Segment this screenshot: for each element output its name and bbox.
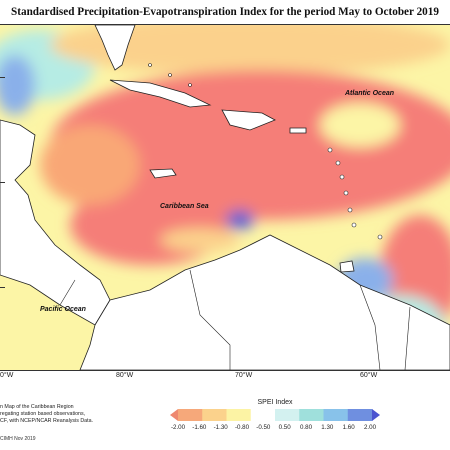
note-line-3: CF, with NCEP/NCAR Reanalysis Data. [0, 418, 94, 424]
legend-cell [299, 409, 324, 421]
island [148, 63, 152, 67]
land-florida [94, 25, 136, 71]
atlantic-label: Atlantic Ocean [344, 90, 394, 97]
land-trinidad [339, 260, 355, 273]
island [343, 190, 349, 196]
legend-tick-label: -0.50 [256, 424, 271, 431]
island [327, 147, 333, 153]
near-normal-atlantic [320, 103, 400, 147]
island [351, 222, 357, 228]
note-line-1: n Map of the Caribbean Region [0, 404, 74, 410]
caribbean-label: Caribbean Sea [160, 203, 209, 210]
legend-tick-label: 0.50 [278, 424, 291, 431]
island [188, 83, 192, 87]
land-central-america [0, 119, 111, 326]
border-venezuela-guyana [359, 284, 381, 370]
legend-tick-label: -1.30 [213, 424, 228, 431]
island [347, 207, 353, 213]
lat-tick [0, 182, 5, 183]
lon-label-70w: 70°W [235, 372, 253, 379]
land-puerto-rico [289, 127, 307, 134]
credit: CIMH Nov 2019 [0, 436, 36, 442]
map-title: Standardised Precipitation-Evapotranspir… [11, 6, 439, 18]
legend-tick-label: -2.00 [170, 424, 186, 431]
legend-cell [347, 409, 373, 421]
legend-cell [226, 409, 252, 421]
lon-label-90w: 0°W [0, 372, 14, 379]
lesser-antilles [148, 63, 383, 240]
lon-label-60w: 60°W [360, 372, 378, 379]
legend-cell [250, 409, 276, 421]
spei-map: Atlantic Ocean Caribbean Sea Pacific Oce… [0, 24, 450, 371]
very-wet-region-gulf [0, 55, 35, 115]
land-cuba [109, 79, 212, 108]
legend-tick-label: 1.60 [342, 424, 355, 431]
legend-cell [170, 409, 178, 421]
legend-title: SPEI Index [257, 399, 293, 406]
lat-tick [0, 77, 5, 78]
island-barbados [377, 234, 383, 240]
land-hispaniola [221, 109, 276, 131]
legend-colorbar [170, 409, 380, 421]
note-line-2: regating station based observations, [0, 411, 86, 417]
mild-dry-coast [160, 228, 240, 252]
island [168, 73, 172, 77]
borders [59, 269, 411, 370]
map-canvas: Atlantic Ocean Caribbean Sea Pacific Oce… [0, 25, 450, 370]
legend-cell [323, 409, 349, 421]
extreme-wet-spot [226, 210, 254, 230]
legend-cell [202, 409, 227, 421]
border-guyana-suriname [404, 306, 411, 370]
legend-cell [372, 409, 380, 421]
legend-tick-label: -1.60 [192, 424, 207, 431]
island [339, 174, 345, 180]
legend-ticks: -2.00 -1.60 -1.30 -0.80 -0.50 0.50 0.80 1.30 1.6… [170, 424, 377, 434]
land-south-america [79, 234, 450, 370]
legend-tick-label: 0.80 [299, 424, 313, 431]
legend-cell [178, 409, 203, 421]
moderate-dry-west [40, 125, 140, 205]
border-colombia-venezuela [189, 269, 231, 370]
legend-cell [275, 409, 300, 421]
mild-dry-north [50, 25, 450, 75]
lat-tick [0, 287, 5, 288]
land-masses [0, 25, 450, 370]
lon-label-80w: 80°W [116, 372, 134, 379]
legend-tick-label: 1.30 [321, 424, 334, 431]
land-jamaica [149, 168, 177, 179]
legend-tick-label: -0.80 [234, 424, 250, 431]
pacific-label: Pacific Ocean [40, 306, 86, 313]
border-central-america [59, 279, 76, 306]
legend-tick-label: 2.00 [363, 424, 377, 431]
island [335, 160, 341, 166]
